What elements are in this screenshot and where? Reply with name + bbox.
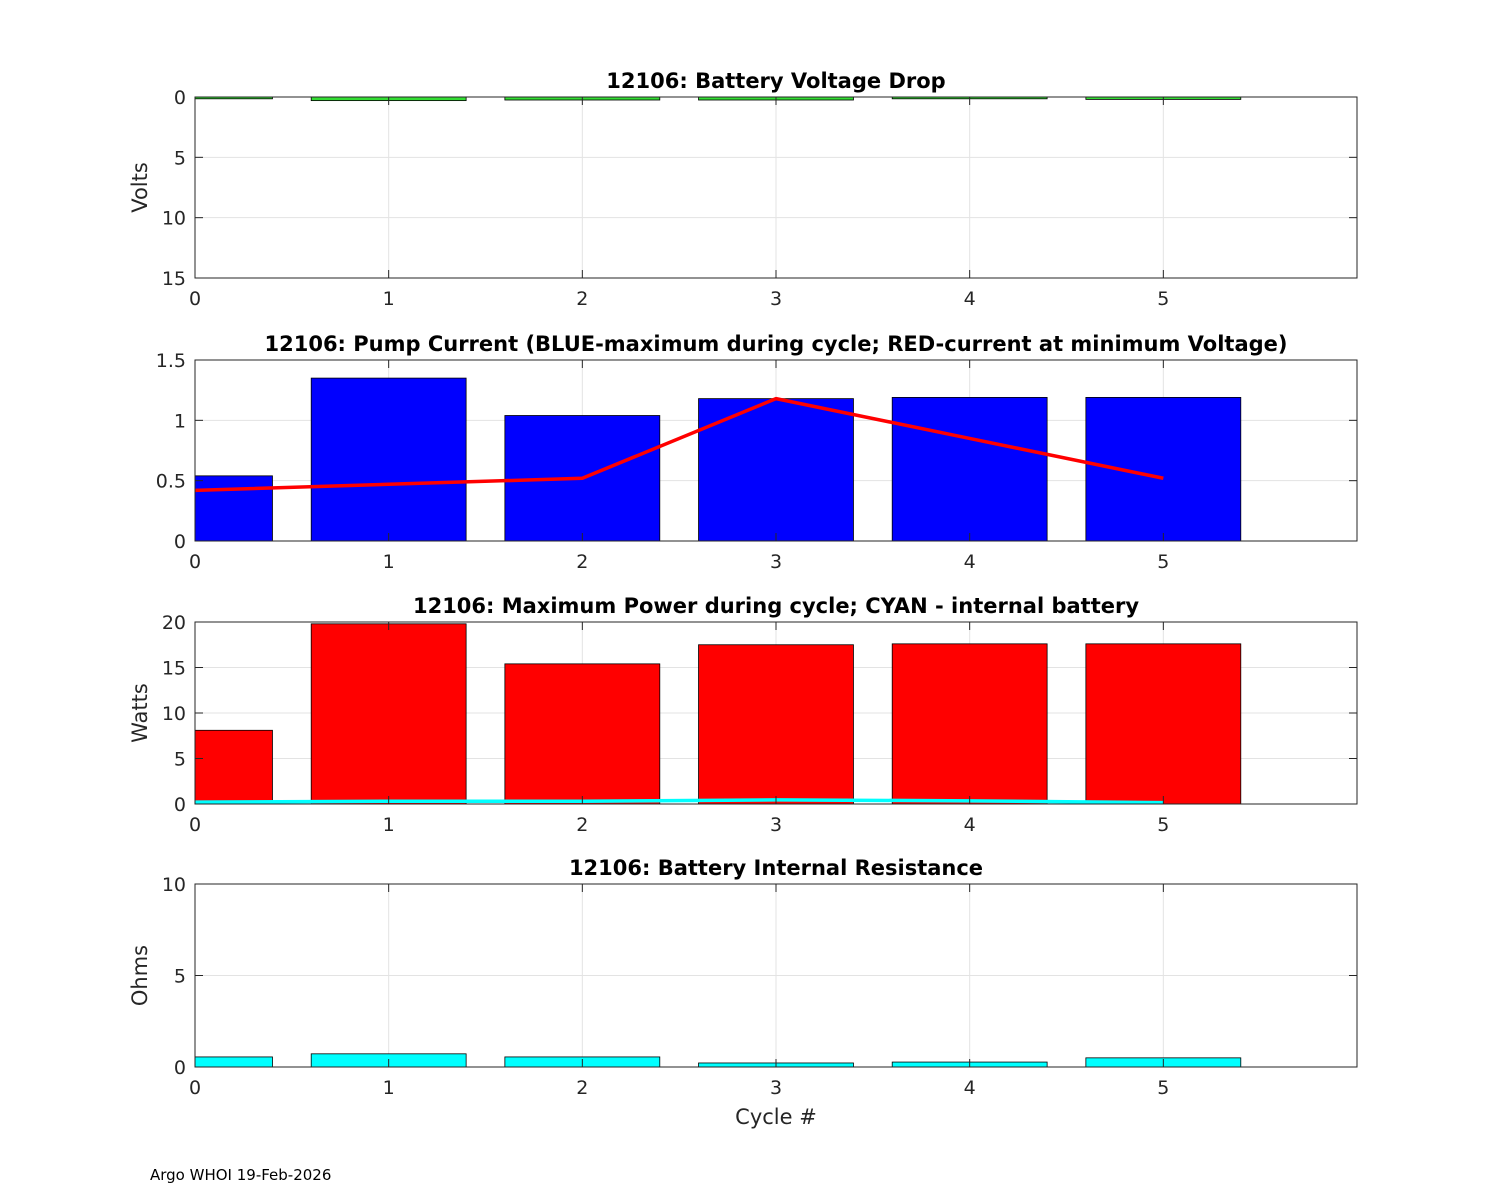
x-tick-label: 5 bbox=[1157, 288, 1169, 310]
x-tick-label: 2 bbox=[576, 814, 588, 836]
bar-cycle-3 bbox=[698, 644, 854, 804]
x-tick-label: 0 bbox=[189, 1077, 201, 1099]
x-tick-label: 4 bbox=[964, 814, 976, 836]
y-tick-label: 5 bbox=[174, 966, 186, 988]
x-tick-label: 1 bbox=[383, 814, 395, 836]
bar-group bbox=[195, 377, 1242, 541]
x-tick-label: 1 bbox=[383, 551, 395, 573]
y-tick-label: 0.5 bbox=[156, 471, 186, 493]
y-tick-label: 15 bbox=[162, 268, 186, 290]
x-tick-label: 3 bbox=[770, 288, 782, 310]
x-tick-label: 2 bbox=[576, 551, 588, 573]
x-tick-label: 4 bbox=[964, 288, 976, 310]
x-tick-label: 5 bbox=[1157, 1077, 1169, 1099]
y-tick-label: 0 bbox=[174, 794, 186, 816]
y-tick-label: 5 bbox=[174, 749, 186, 771]
x-tick-label: 0 bbox=[189, 288, 201, 310]
y-tick-label: 5 bbox=[174, 147, 186, 169]
x-tick-label: 1 bbox=[383, 288, 395, 310]
bar-cycle-0 bbox=[195, 1056, 273, 1067]
x-axis-label: Cycle # bbox=[735, 1105, 817, 1129]
chart-title: 12106: Battery Internal Resistance bbox=[569, 856, 983, 880]
y-axis-label: Volts bbox=[128, 162, 152, 213]
bar-cycle-5 bbox=[1085, 397, 1242, 541]
y-tick-label: 15 bbox=[162, 658, 186, 680]
x-tick-label: 3 bbox=[770, 1077, 782, 1099]
x-tick-label: 5 bbox=[1157, 551, 1169, 573]
y-tick-label: 10 bbox=[162, 208, 186, 230]
x-tick-label: 2 bbox=[576, 1077, 588, 1099]
y-tick-label: 0 bbox=[174, 87, 186, 109]
bar-cycle-5 bbox=[1085, 643, 1242, 804]
line-series-1 bbox=[195, 798, 1164, 804]
y-tick-label: 0 bbox=[174, 531, 186, 553]
bar-group bbox=[195, 623, 1242, 804]
line-series-1 bbox=[195, 396, 1164, 493]
x-tick-label: 0 bbox=[189, 814, 201, 836]
x-tick-label: 1 bbox=[383, 1077, 395, 1099]
footer-text: Argo WHOI 19-Feb-2026 bbox=[150, 1166, 332, 1184]
y-tick-label: 0 bbox=[174, 1057, 186, 1079]
x-tick-label: 0 bbox=[189, 551, 201, 573]
x-tick-label: 2 bbox=[576, 288, 588, 310]
y-tick-label: 1 bbox=[174, 410, 186, 432]
bar-cycle-2 bbox=[504, 663, 661, 804]
bar-cycle-4 bbox=[891, 643, 1048, 804]
x-tick-label: 4 bbox=[964, 551, 976, 573]
chart-title: 12106: Maximum Power during cycle; CYAN … bbox=[413, 594, 1139, 618]
y-tick-label: 1.5 bbox=[156, 350, 186, 372]
chart-panel-1: 0 1 2 3 4 5 0 5 10 15 12106: Battery Voltage Drop V… bbox=[128, 69, 1358, 310]
chart-panel-3: 0 1 2 3 4 5 0 5 10 15 20 12106: Maximum Power durin… bbox=[128, 594, 1358, 836]
bar-cycle-0 bbox=[195, 97, 273, 100]
x-tick-label: 3 bbox=[770, 551, 782, 573]
chart-title: 12106: Battery Voltage Drop bbox=[606, 69, 945, 93]
chart-panel-2: 0 1 2 3 4 5 0 0.5 1 1.5 12106: Pump Current (BLUE-… bbox=[156, 332, 1358, 573]
x-tick-label: 5 bbox=[1157, 814, 1169, 836]
x-tick-label: 4 bbox=[964, 1077, 976, 1099]
y-tick-label: 10 bbox=[162, 874, 186, 896]
bar-cycle-0 bbox=[195, 729, 273, 804]
y-tick-label: 10 bbox=[162, 703, 186, 725]
x-tick-label: 3 bbox=[770, 814, 782, 836]
y-axis-label: Ohms bbox=[128, 945, 152, 1006]
y-axis-label: Watts bbox=[128, 683, 152, 743]
bar-cycle-4 bbox=[891, 397, 1048, 541]
chart-panel-4: 0 1 2 3 4 5 0 5 10 12106: Battery Internal Resist… bbox=[128, 856, 1358, 1129]
y-tick-label: 20 bbox=[162, 612, 186, 634]
chart-title: 12106: Pump Current (BLUE-maximum during… bbox=[265, 332, 1288, 356]
bar-cycle-1 bbox=[310, 623, 467, 804]
bar-cycle-1 bbox=[310, 377, 467, 541]
